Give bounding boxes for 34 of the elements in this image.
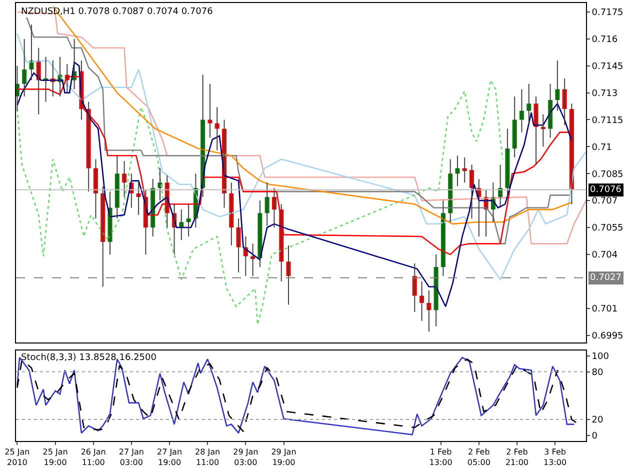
y-tick-label: 0.716 [592,35,618,46]
chart-title: Stoch(8,3,3) 13.8528 16.2500 [21,353,157,363]
x-tick-label: 25 Jan 19:00 [42,448,68,467]
x-tick-label: 29 Jan 19:00 [271,448,296,467]
y-tick-label: 0.713 [592,88,618,99]
y-tick-label: 100 [592,352,610,362]
x-tick-label: 3 Feb 13:00 [544,448,567,467]
y-tick-label: 0 [592,432,598,442]
y-tick-label: 20 [592,416,604,426]
x-tick-label: 2 Feb 05:00 [467,448,490,467]
y-tick-label: 0.7115 [592,116,624,126]
x-tick-label: 29 Jan 03:00 [233,448,258,467]
y-tick-label: 0.701 [592,304,618,314]
ref-line-label: 0.7027 [590,273,622,283]
x-tick-label: 25 Jan 2010 [4,448,30,467]
line-series [16,32,586,280]
y-tick-label: 0.704 [592,250,618,261]
y-tick-label: 0.71 [592,142,612,153]
y-tick-label: 80 [592,368,604,378]
ref-line-label: 0.7076 [590,185,622,195]
x-tick-label: 27 Jan 19:00 [156,448,182,467]
y-tick-label: 0.7085 [592,170,624,180]
x-tick-label: 26 Jan 11:00 [80,448,106,467]
line-series [16,62,572,308]
x-tick-label: 28 Jan 11:00 [195,448,220,467]
y-tick-label: 0.707 [592,196,618,207]
x-tick-label: 1 Feb 13:00 [429,448,452,467]
y-tick-label: 0.7145 [592,62,624,72]
x-tick-label: 27 Jan 03:00 [118,448,144,467]
y-tick-label: 0.7055 [592,224,624,234]
line-series [16,80,504,326]
x-tick-label: 2 Feb 21:00 [505,448,529,467]
y-tick-label: 0.7175 [592,8,624,18]
y-tick-label: 0.6995 [592,331,624,342]
